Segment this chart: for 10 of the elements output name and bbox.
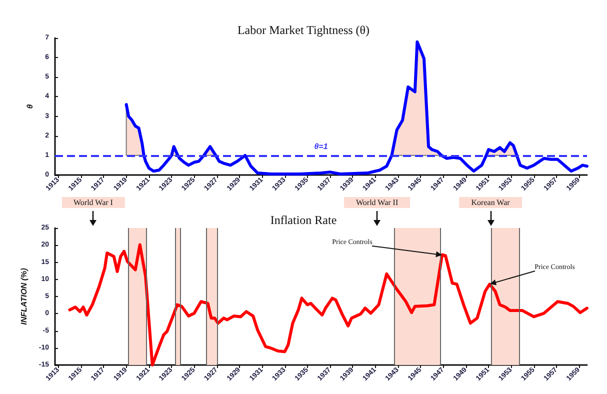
text: World War I — [62, 197, 125, 208]
line-series — [68, 243, 588, 366]
text: World War II — [344, 197, 410, 208]
y-axis-title: INFLATION (%) — [19, 268, 28, 325]
annotation: Korean War — [459, 197, 522, 208]
y-axis-title: θ — [26, 104, 35, 109]
line-series — [124, 40, 588, 176]
chart-title: Inflation Rate — [270, 213, 337, 227]
ref-line-label: θ=1 — [314, 142, 328, 151]
chart-title: Labor Market Tightness (θ) — [237, 23, 370, 37]
